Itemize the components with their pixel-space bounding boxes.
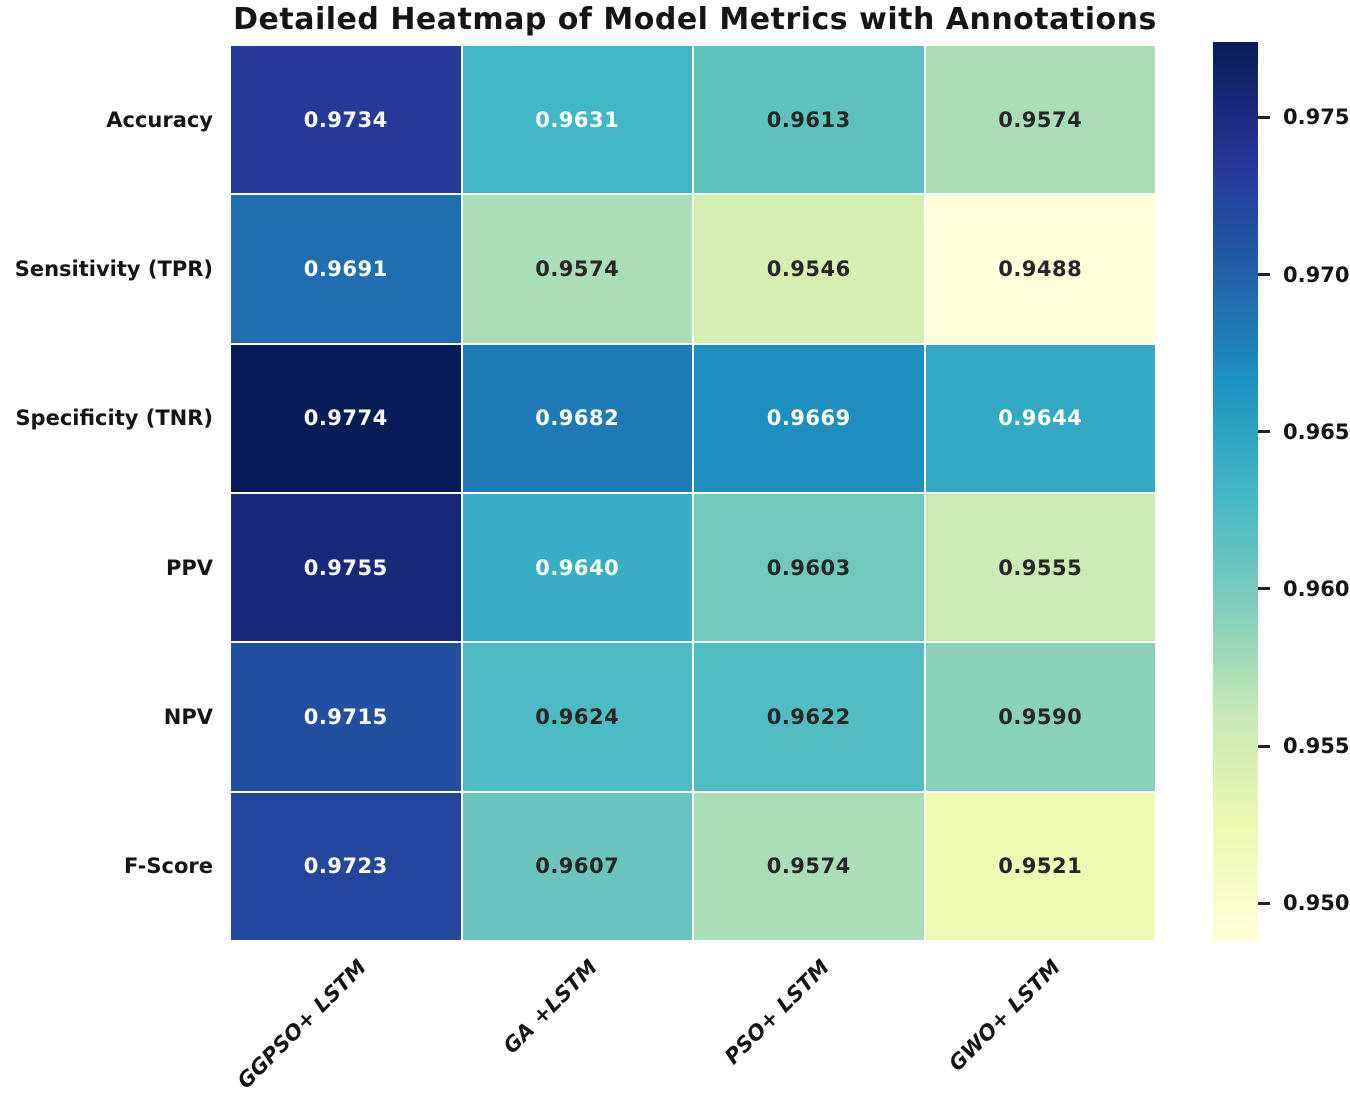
cell-value: 0.9631: [535, 107, 620, 132]
heatmap-cell: 0.9755: [230, 492, 462, 643]
cell-value: 0.9603: [766, 555, 851, 580]
y-tick-label: Accuracy: [106, 107, 213, 132]
cell-value: 0.9624: [535, 704, 620, 729]
heatmap-grid: 0.9734 0.9631 0.9613 0.9574 0.9691 0.9574 0.95…: [230, 45, 1156, 941]
cell-value: 0.9613: [766, 107, 851, 132]
heatmap-cell: 0.9734: [230, 45, 462, 195]
colorbar-tick-mark: [1258, 901, 1270, 905]
y-tick-label: F-Score: [123, 854, 213, 879]
heatmap-cell: 0.9723: [230, 791, 462, 941]
heatmap-cell: 0.9613: [693, 45, 925, 195]
colorbar-tick-mark: [1258, 273, 1270, 277]
colorbar: [1213, 42, 1258, 941]
heatmap-cell: 0.9521: [924, 791, 1156, 941]
colorbar-tick-label: 0.965: [1283, 419, 1350, 444]
colorbar-tick-mark: [1258, 744, 1270, 748]
cell-value: 0.9574: [998, 107, 1083, 132]
heatmap-cell: 0.9774: [230, 343, 462, 493]
cell-value: 0.9640: [535, 555, 620, 580]
cell-value: 0.9622: [766, 704, 851, 729]
colorbar-tick-label: 0.950: [1283, 891, 1350, 916]
colorbar-tick-mark: [1258, 115, 1270, 119]
heatmap-cell: 0.9546: [693, 194, 925, 344]
heatmap-cell: 0.9640: [461, 492, 693, 643]
x-tick-label: GA +LSTM: [498, 955, 603, 1059]
y-tick-label: Specificity (TNR): [15, 406, 213, 431]
cell-value: 0.9521: [998, 854, 1083, 879]
heatmap-cell: 0.9488: [924, 194, 1156, 344]
colorbar-tick-mark: [1258, 587, 1270, 591]
cell-value: 0.9682: [535, 406, 620, 431]
cell-value: 0.9734: [303, 107, 388, 132]
cell-value: 0.9644: [998, 406, 1083, 431]
cell-value: 0.9715: [303, 704, 388, 729]
x-tick-label: GWO+ LSTM: [944, 955, 1066, 1076]
heatmap-cell: 0.9624: [461, 642, 693, 792]
cell-value: 0.9723: [303, 854, 388, 879]
heatmap-cell: 0.9669: [693, 343, 925, 493]
heatmap-cell: 0.9574: [693, 791, 925, 941]
y-tick-label: NPV: [163, 705, 213, 729]
colorbar-tick-label: 0.960: [1283, 576, 1350, 601]
colorbar-tick-label: 0.955: [1283, 734, 1350, 759]
colorbar-tick-label: 0.975: [1283, 105, 1350, 130]
chart-title: Detailed Heatmap of Model Metrics with A…: [233, 2, 1157, 37]
x-tick-label: GGPSO+ LSTM: [232, 955, 371, 1094]
heatmap-cell: 0.9682: [461, 343, 693, 493]
colorbar-tick-mark: [1258, 430, 1270, 434]
cell-value: 0.9755: [303, 555, 388, 580]
heatmap-cell: 0.9631: [461, 45, 693, 195]
cell-value: 0.9488: [998, 256, 1083, 281]
cell-value: 0.9555: [998, 555, 1083, 580]
heatmap-cell: 0.9607: [461, 791, 693, 941]
heatmap-cell: 0.9603: [693, 492, 925, 643]
y-tick-label: Sensitivity (TPR): [14, 257, 213, 281]
cell-value: 0.9546: [766, 256, 851, 281]
cell-value: 0.9669: [766, 406, 851, 431]
cell-value: 0.9574: [766, 854, 851, 879]
cell-value: 0.9691: [303, 256, 388, 281]
cell-value: 0.9590: [998, 704, 1083, 729]
cell-value: 0.9574: [535, 256, 620, 281]
heatmap-cell: 0.9622: [693, 642, 925, 792]
x-tick-label: PSO+ LSTM: [719, 955, 834, 1069]
cell-value: 0.9607: [535, 854, 620, 879]
colorbar-tick-label: 0.970: [1283, 262, 1350, 287]
heatmap-cell: 0.9715: [230, 642, 462, 792]
y-tick-label: PPV: [165, 555, 213, 580]
heatmap-cell: 0.9574: [924, 45, 1156, 195]
heatmap-cell: 0.9574: [461, 194, 693, 344]
heatmap-cell: 0.9691: [230, 194, 462, 344]
heatmap-cell: 0.9590: [924, 642, 1156, 792]
heatmap-cell: 0.9644: [924, 343, 1156, 493]
heatmap-cell: 0.9555: [924, 492, 1156, 643]
cell-value: 0.9774: [303, 406, 388, 431]
